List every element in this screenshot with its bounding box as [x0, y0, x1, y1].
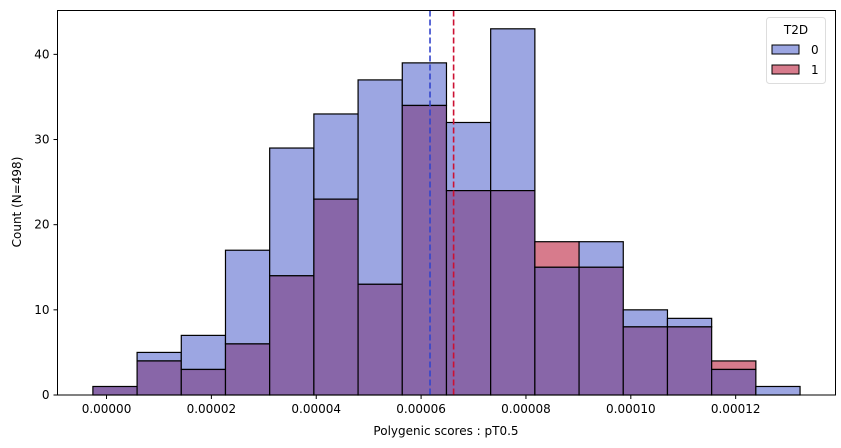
- bar-t2d-0: [490, 28, 536, 192]
- x-tick-label: 0.00002: [187, 402, 237, 416]
- y-tick-label: 10: [34, 303, 49, 317]
- bar-overlap: [622, 326, 669, 396]
- bar-t2d-0: [578, 241, 624, 268]
- bar-overlap: [534, 266, 580, 396]
- bar-overlap: [92, 385, 138, 396]
- legend-swatch-0: [771, 44, 800, 55]
- bar-t2d-0: [269, 147, 315, 277]
- bar-t2d-0: [136, 351, 182, 362]
- bar-t2d-0: [666, 317, 713, 328]
- x-tick-label: 0.00008: [501, 402, 551, 416]
- bar-t2d-0: [224, 249, 271, 345]
- y-axis-label: Count (N=498): [10, 157, 24, 248]
- bar-t2d-0: [622, 309, 669, 328]
- bar-t2d-1: [534, 241, 580, 268]
- bar-overlap: [224, 343, 271, 396]
- bar-overlap: [269, 275, 315, 396]
- bar-t2d-0: [755, 385, 801, 396]
- x-axis-label: Polygenic scores : pT0.5: [373, 424, 518, 438]
- bar-t2d-0: [401, 62, 448, 107]
- bar-overlap: [357, 283, 403, 396]
- legend-label-1: 1: [811, 63, 819, 77]
- x-tick-label: 0.00010: [606, 402, 656, 416]
- bar-t2d-0: [313, 113, 359, 200]
- legend-title: T2D: [783, 23, 808, 37]
- y-tick-label: 40: [34, 47, 49, 61]
- y-tick-label: 30: [34, 133, 49, 147]
- legend-swatch-1: [771, 64, 800, 75]
- bar-t2d-0: [180, 334, 227, 371]
- legend: T2D 0 1: [766, 17, 826, 84]
- bar-overlap: [401, 104, 448, 396]
- bar-overlap: [490, 190, 536, 396]
- bar-overlap: [180, 368, 227, 396]
- x-axis: 0.00000 0.00002 0.00004 0.00006 0.00008 0.000…: [82, 395, 761, 416]
- bars-group: [92, 28, 801, 396]
- bar-overlap: [136, 360, 182, 396]
- x-tick-label: 0.00006: [396, 402, 446, 416]
- x-tick-label: 0.00004: [291, 402, 341, 416]
- bar-overlap: [578, 266, 624, 396]
- y-tick-label: 20: [34, 218, 49, 232]
- bar-overlap: [711, 368, 757, 396]
- x-tick-label: 0.00000: [82, 402, 132, 416]
- bar-t2d-1: [711, 360, 757, 371]
- y-axis: 0 10 20 30 40: [34, 47, 58, 402]
- y-tick-label: 0: [42, 388, 50, 402]
- axes-frame: [57, 10, 836, 396]
- bar-overlap: [666, 326, 713, 396]
- bar-t2d-0: [357, 79, 403, 285]
- x-tick-label: 0.00012: [711, 402, 761, 416]
- bar-overlap: [313, 198, 359, 396]
- legend-label-0: 0: [811, 43, 819, 57]
- mean-lines: [429, 10, 455, 395]
